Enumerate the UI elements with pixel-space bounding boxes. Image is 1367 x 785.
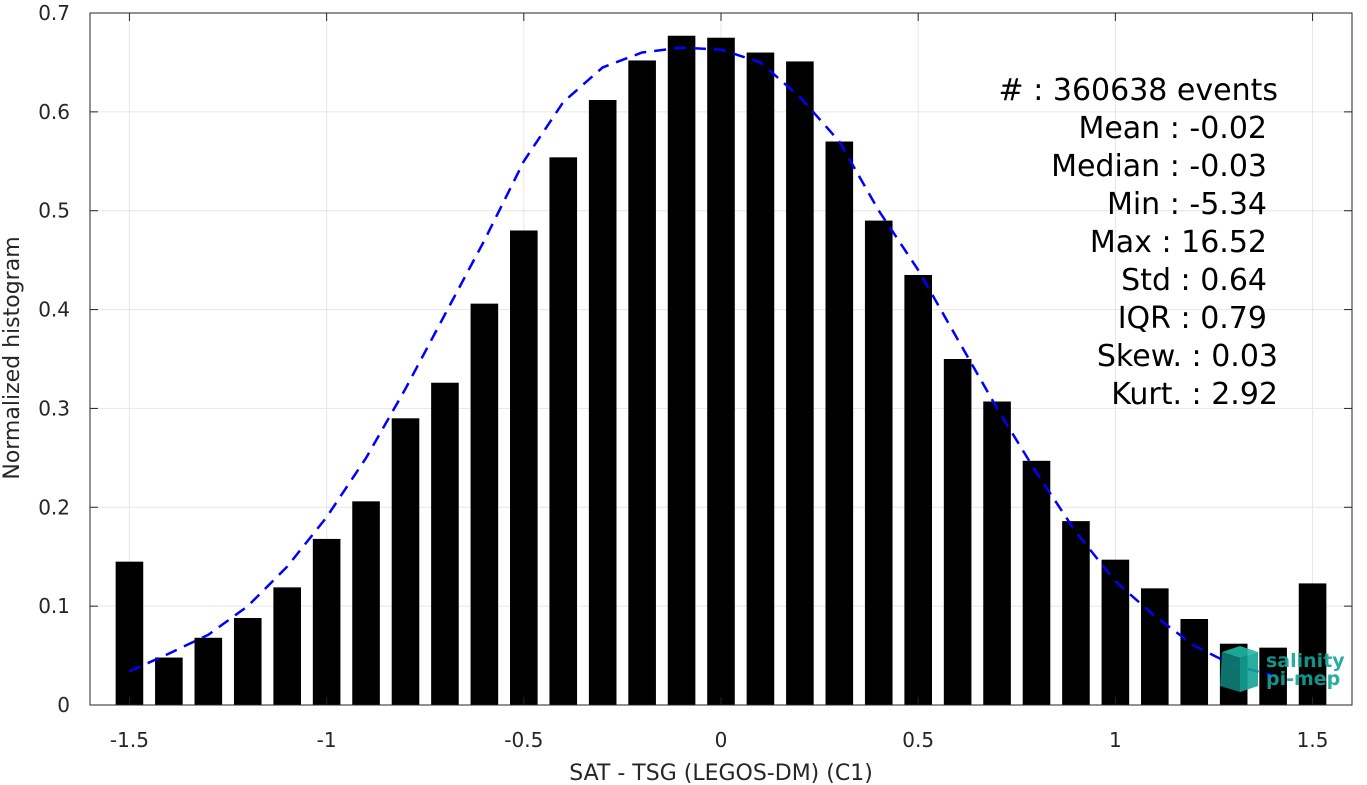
histogram-bar (667, 35, 696, 706)
y-tick-label: 0.5 (38, 199, 70, 223)
histogram-bar (1101, 559, 1130, 705)
histogram-bar (312, 538, 341, 705)
logo-line2: pi-mep (1266, 668, 1340, 690)
x-tick-label: 0.5 (902, 728, 934, 752)
histogram-bar (628, 60, 656, 706)
stat-max: Max : 16.52 (1090, 225, 1267, 260)
x-tick-label: -1 (317, 728, 337, 752)
histogram-bar (391, 418, 420, 705)
salinity-pimep-logo: salinity pi-mep (1220, 646, 1345, 692)
histogram-bar (707, 37, 735, 705)
histogram-bar (1022, 460, 1051, 705)
x-tick-label: -1.5 (110, 728, 149, 752)
y-axis-label: Normalized histogram (0, 236, 25, 479)
x-tick-label: 1 (1109, 728, 1122, 752)
histogram-bar (510, 230, 538, 705)
x-tick-label: 0 (715, 728, 728, 752)
histogram-bar (1141, 588, 1169, 705)
histogram-bar (904, 274, 932, 705)
histogram-bar (470, 303, 499, 705)
histogram-bar (273, 587, 301, 705)
histogram-bar (1180, 618, 1209, 705)
stat-skew: Skew. : 0.03 (1097, 339, 1278, 374)
histogram-bar (352, 501, 380, 705)
stat-mean: Mean : -0.02 (1078, 111, 1267, 146)
histogram-bar (1062, 521, 1090, 705)
logo-line1: salinity (1266, 650, 1345, 672)
histogram-bar (786, 61, 814, 705)
logo-cube-icon (1220, 646, 1258, 692)
histogram-bar (1259, 647, 1287, 705)
histogram-bar (115, 561, 144, 705)
histogram-bar (588, 99, 617, 706)
histogram-bar (746, 52, 775, 706)
x-axis-label: SAT - TSG (LEGOS-DM) (C1) (569, 761, 873, 785)
stat-events: # : 360638 events (999, 73, 1278, 108)
y-tick-label: 0.6 (38, 100, 70, 124)
stat-kurt: Kurt. : 2.92 (1111, 377, 1278, 412)
y-tick-label: 0.3 (38, 396, 70, 420)
histogram-bar (1298, 583, 1327, 705)
bars (115, 35, 1327, 706)
y-tick-label: 0 (57, 693, 70, 717)
x-tick-label: 1.5 (1297, 728, 1329, 752)
histogram-bar (983, 401, 1011, 705)
histogram-bar (864, 220, 893, 705)
stat-iqr: IQR : 0.79 (1118, 301, 1267, 336)
histogram-bar (825, 141, 854, 705)
gaussian-fit-line (128, 46, 1274, 677)
stat-std: Std : 0.64 (1121, 263, 1267, 298)
x-tick-label: -0.5 (504, 728, 543, 752)
histogram-bar (549, 157, 578, 705)
stat-median: Median : -0.03 (1051, 149, 1267, 184)
x-axis-ticks: -1.5 -1 -0.5 0 0.5 1 1.5 (110, 13, 1329, 752)
y-tick-label: 0.7 (38, 1, 70, 25)
histogram-bar (431, 382, 459, 705)
histogram-bar (194, 637, 223, 705)
y-tick-label: 0.4 (38, 298, 70, 322)
stat-min: Min : -5.34 (1107, 187, 1267, 222)
y-tick-label: 0.1 (38, 594, 70, 618)
histogram-bar (233, 618, 262, 705)
histogram-bar (943, 359, 972, 705)
histogram-bar (155, 657, 183, 705)
y-axis-ticks: 0 0.1 0.2 0.3 0.4 0.5 0.6 0.7 (38, 1, 1352, 717)
y-tick-label: 0.2 (38, 495, 70, 519)
statistics-annotation: # : 360638 events Mean : -0.02 Median : … (999, 73, 1278, 412)
